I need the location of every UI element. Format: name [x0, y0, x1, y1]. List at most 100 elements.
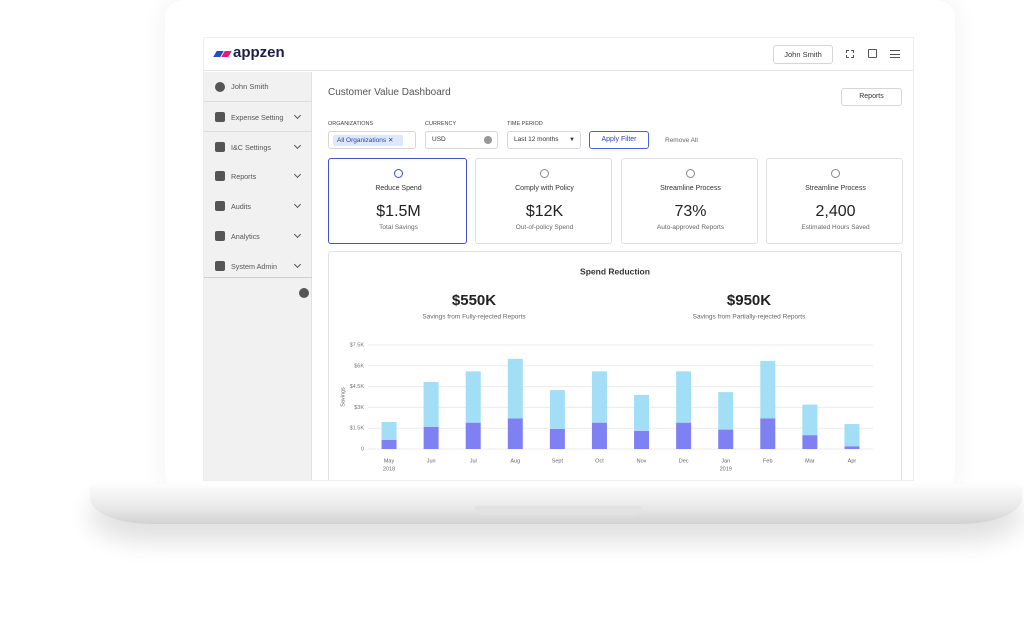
kpi-icon — [393, 169, 403, 178]
kpi-card[interactable]: Streamline Process 2,400 Estimated Hours S… — [766, 158, 903, 244]
top-bar: appzen John Smith — [204, 38, 913, 71]
collapse-button[interactable] — [299, 288, 309, 298]
bar-segment — [802, 435, 818, 449]
divider — [204, 131, 312, 132]
logo[interactable]: appzen — [233, 44, 285, 61]
bar-segment — [844, 424, 860, 447]
time-period-value: Last 12 months — [514, 136, 559, 143]
x-tick-label: Jul — [470, 458, 477, 464]
y-tick-label: $1.5K — [350, 426, 365, 432]
kpi-caption: Out-of-policy Spend — [515, 224, 574, 231]
menu-icon[interactable] — [890, 50, 900, 58]
kpi-title: Streamline Process — [805, 185, 866, 192]
x-tick-year: 2019 — [720, 466, 732, 472]
sidebar-item[interactable]: Expense Setting — [231, 113, 284, 122]
bar-segment — [423, 382, 439, 427]
sidebar-user[interactable]: John Smith — [231, 82, 269, 91]
x-tick-label: Nov — [637, 458, 647, 464]
y-axis-label: Savings — [340, 387, 346, 407]
summary-value: $550K — [452, 292, 496, 309]
apply-filter-label: Apply Filter — [601, 136, 637, 143]
x-tick-label: Aug — [510, 458, 520, 464]
bar-segment — [634, 430, 650, 449]
sidebar-icon — [215, 201, 225, 212]
filter-label: ORGANIZATIONS — [328, 121, 374, 127]
laptop-base — [90, 484, 1022, 524]
logo-mark — [221, 51, 232, 57]
bar-segment — [507, 358, 523, 419]
kpi-icon — [830, 169, 840, 178]
summary-value: $950K — [727, 292, 771, 309]
organizations-select[interactable]: All Organizations ✕ — [328, 131, 416, 149]
chevron — [293, 171, 302, 179]
dropdown-caret: ▼ — [569, 137, 575, 143]
kpi-icon — [685, 169, 695, 178]
organization-chip-label: All Organizations — [337, 137, 387, 144]
kpi-title: Streamline Process — [660, 185, 721, 192]
y-tick-label: $4.5K — [350, 384, 365, 390]
filter-label: TIME PERIOD — [507, 121, 543, 127]
chart-title: Spend Reduction — [580, 266, 650, 276]
x-tick-label: Jan — [721, 458, 730, 464]
x-tick-label: Feb — [763, 458, 772, 464]
page-title: Customer Value Dashboard — [328, 87, 451, 98]
reports-button-label: Reports — [859, 93, 884, 100]
summary-caption: Savings from Fully-rejected Reports — [422, 314, 526, 321]
kpi-value: 73% — [674, 203, 707, 220]
y-tick-label: $7.5K — [350, 342, 365, 348]
expand-icon[interactable] — [846, 50, 854, 58]
kpi-caption: Total Savings — [379, 224, 418, 231]
sidebar-item[interactable]: Analytics — [231, 231, 260, 241]
clear-icon[interactable] — [484, 136, 492, 144]
bar-segment — [591, 371, 607, 423]
remove-all-link[interactable]: Remove All — [665, 137, 698, 144]
bar-segment — [802, 404, 818, 436]
sidebar-icon — [215, 112, 225, 122]
apply-filter-button[interactable]: Apply Filter — [589, 131, 649, 149]
chevron — [293, 111, 302, 120]
filter-label: CURRENCY — [425, 121, 457, 127]
sidebar-item[interactable]: Audits — [231, 202, 251, 212]
chevron — [293, 260, 302, 268]
chevron — [293, 141, 302, 149]
kpi-card[interactable]: Streamline Process 73% Auto-approved Repor… — [621, 158, 758, 244]
sidebar: John Smith Expense Setting I&C Settings Re… — [204, 72, 312, 480]
user-button[interactable]: John Smith — [773, 45, 833, 64]
bar-segment — [549, 428, 565, 449]
bar-segment — [760, 418, 776, 449]
bar-segment — [507, 418, 523, 449]
sidebar-icon — [215, 141, 225, 152]
currency-select[interactable]: USD — [425, 131, 498, 149]
sidebar-icon — [215, 171, 225, 182]
bar-segment — [465, 422, 481, 449]
bar-segment — [718, 429, 734, 449]
x-tick-label: Jun — [427, 458, 436, 464]
logout-icon[interactable] — [868, 49, 877, 58]
menu-icon-line — [890, 53, 900, 55]
kpi-icon — [539, 169, 549, 178]
sidebar-item[interactable]: I&C Settings — [231, 142, 271, 152]
kpi-value: $12K — [525, 203, 564, 220]
kpi-card[interactable]: Comply with Policy $12K Out-of-policy Spen… — [475, 158, 612, 244]
sidebar-item[interactable]: System Admin — [231, 261, 277, 271]
kpi-caption: Auto-approved Reports — [656, 224, 725, 231]
x-tick-label: Mar — [805, 458, 815, 464]
y-tick-label: 0 — [361, 446, 364, 452]
x-tick-label: May — [384, 458, 395, 464]
sidebar-item[interactable]: Reports — [231, 172, 257, 182]
bar-segment — [423, 426, 439, 449]
kpi-value: 2,400 — [815, 203, 856, 220]
kpi-card[interactable]: Reduce Spend $1.5M Total Savings — [328, 158, 467, 244]
sidebar-icon — [215, 230, 225, 241]
reports-button[interactable]: Reports — [841, 88, 902, 106]
chevron — [293, 201, 302, 209]
chart: Spend Reduction Savings $550K Savings fro… — [340, 266, 873, 472]
bar-segment — [760, 360, 776, 419]
time-period-select[interactable]: Last 12 months ▼ — [507, 131, 581, 149]
divider — [204, 277, 312, 278]
bar-segment — [549, 390, 565, 429]
sidebar-icon — [215, 260, 225, 271]
organization-chip[interactable]: All Organizations ✕ — [333, 135, 403, 146]
x-tick-label: Apr — [848, 458, 857, 464]
bar-segment — [676, 371, 692, 423]
